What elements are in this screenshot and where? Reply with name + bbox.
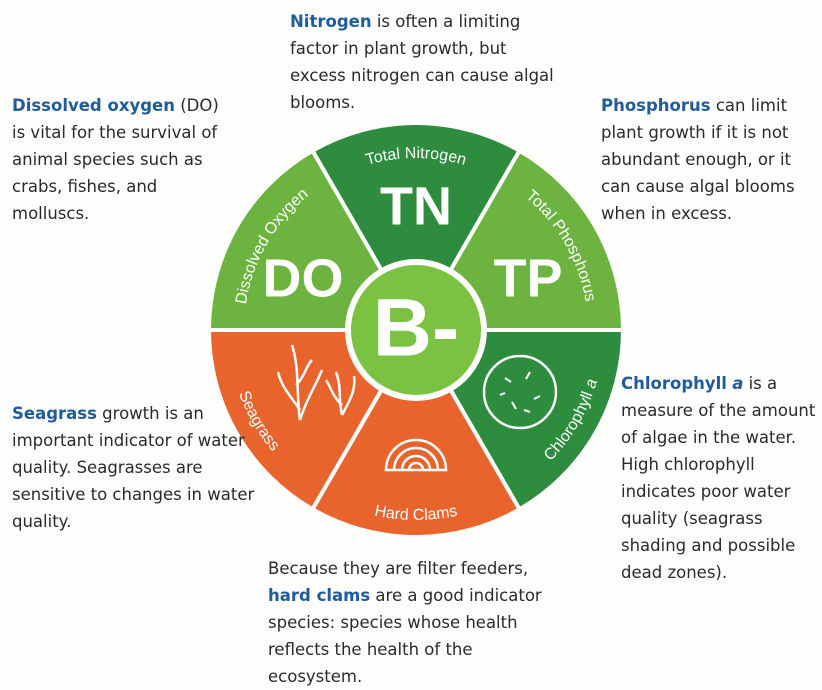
term: hard clams <box>268 586 370 605</box>
note-text: growth is an important indicator of wate… <box>12 404 254 531</box>
grade: B- <box>373 283 460 374</box>
note-text: (DO) is vital for the survival of animal… <box>12 96 219 223</box>
term: Dissolved oxygen <box>12 96 175 115</box>
term: Nitrogen <box>290 12 372 31</box>
segment-abbr: TP <box>493 248 562 308</box>
segment-abbr: DO <box>263 248 344 308</box>
term-italic: a <box>732 374 743 393</box>
note-prefix: Because they are filter feeders, <box>268 559 528 578</box>
page: Total NitrogenTNTotal PhosphorusTPChloro… <box>0 0 822 683</box>
term: Chlorophyll <box>621 374 727 393</box>
term: Seagrass <box>12 404 97 423</box>
term: Phosphorus <box>601 96 711 115</box>
note-seagrass: Seagrass growth is an important indicato… <box>12 400 262 535</box>
note-text: can limit plant growth if it is not abun… <box>601 96 795 223</box>
note-phosphorus: Phosphorus can limit plant growth if it … <box>601 92 821 227</box>
segment-abbr: TN <box>380 176 452 236</box>
note-chlorophyll: Chlorophyll a is a measure of the amount… <box>621 370 816 586</box>
note-oxygen: Dissolved oxygen (DO) is vital for the s… <box>12 92 227 227</box>
note-nitrogen: Nitrogen is often a limiting factor in p… <box>290 8 555 116</box>
note-clams: Because they are filter feeders, hard cl… <box>268 555 568 690</box>
note-text: is a measure of the amount of algae in t… <box>621 374 815 582</box>
